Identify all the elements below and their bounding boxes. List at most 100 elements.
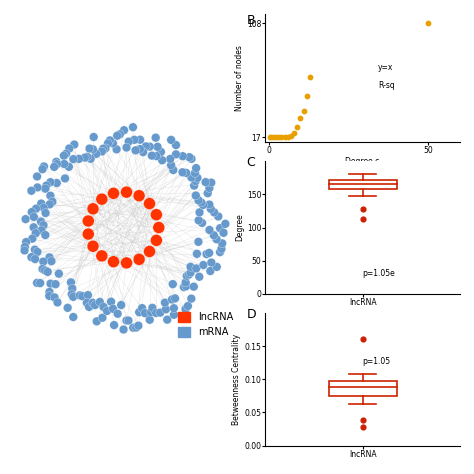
- Circle shape: [218, 239, 227, 248]
- Circle shape: [32, 204, 40, 213]
- Circle shape: [62, 149, 71, 158]
- Circle shape: [144, 198, 155, 210]
- Circle shape: [210, 208, 219, 217]
- Circle shape: [153, 222, 165, 234]
- Text: D: D: [246, 308, 256, 321]
- Circle shape: [27, 186, 36, 195]
- Circle shape: [128, 123, 137, 131]
- Circle shape: [53, 298, 62, 307]
- Circle shape: [87, 203, 99, 215]
- Circle shape: [82, 299, 91, 307]
- Circle shape: [28, 234, 36, 243]
- Circle shape: [38, 165, 47, 173]
- Circle shape: [156, 147, 165, 156]
- Circle shape: [107, 297, 116, 306]
- Point: [290, 129, 298, 137]
- Circle shape: [29, 213, 38, 221]
- Circle shape: [70, 140, 79, 149]
- Circle shape: [146, 142, 154, 151]
- Y-axis label: Degree: Degree: [235, 214, 244, 241]
- Circle shape: [203, 189, 212, 198]
- Circle shape: [65, 144, 73, 153]
- Circle shape: [148, 303, 157, 312]
- Circle shape: [92, 149, 100, 158]
- Circle shape: [113, 131, 121, 140]
- Circle shape: [78, 292, 87, 301]
- Circle shape: [199, 261, 208, 269]
- Circle shape: [85, 302, 93, 311]
- Circle shape: [201, 178, 210, 186]
- Circle shape: [86, 155, 95, 163]
- Point: [278, 133, 285, 141]
- Circle shape: [169, 166, 178, 174]
- Circle shape: [91, 301, 100, 310]
- Circle shape: [194, 216, 203, 225]
- Circle shape: [167, 136, 175, 144]
- Circle shape: [99, 302, 108, 311]
- Circle shape: [64, 303, 72, 312]
- Circle shape: [192, 264, 201, 273]
- Circle shape: [178, 168, 187, 177]
- Circle shape: [191, 169, 200, 177]
- Circle shape: [109, 139, 117, 148]
- Point: [359, 336, 366, 343]
- Text: R-sq: R-sq: [378, 81, 395, 90]
- Circle shape: [130, 136, 139, 144]
- Circle shape: [194, 196, 203, 205]
- Circle shape: [185, 270, 193, 279]
- Circle shape: [41, 266, 49, 275]
- Text: C: C: [246, 156, 255, 169]
- Circle shape: [197, 198, 206, 207]
- Circle shape: [151, 133, 160, 142]
- Circle shape: [187, 155, 196, 163]
- Circle shape: [152, 152, 161, 161]
- Circle shape: [181, 305, 190, 313]
- Circle shape: [195, 208, 204, 217]
- Circle shape: [41, 209, 50, 218]
- Circle shape: [45, 292, 54, 300]
- Point: [359, 215, 366, 223]
- Legend: lncRNA, mRNA: lncRNA, mRNA: [174, 308, 237, 341]
- Circle shape: [82, 228, 94, 240]
- Circle shape: [39, 221, 48, 229]
- Circle shape: [113, 310, 122, 318]
- Circle shape: [133, 190, 145, 201]
- Circle shape: [131, 146, 140, 155]
- Circle shape: [129, 323, 137, 332]
- Circle shape: [135, 308, 144, 317]
- Circle shape: [108, 187, 119, 199]
- Circle shape: [30, 246, 39, 254]
- Circle shape: [46, 178, 55, 187]
- Circle shape: [87, 240, 99, 252]
- Circle shape: [142, 142, 150, 151]
- Bar: [328, 180, 397, 189]
- Circle shape: [69, 292, 78, 301]
- Circle shape: [119, 325, 128, 334]
- Circle shape: [27, 253, 36, 262]
- Circle shape: [221, 219, 230, 228]
- Circle shape: [122, 316, 131, 325]
- Circle shape: [186, 268, 195, 277]
- Circle shape: [217, 245, 226, 253]
- Circle shape: [183, 301, 192, 310]
- Circle shape: [146, 315, 154, 324]
- Y-axis label: Betweenness Centrality: Betweenness Centrality: [232, 334, 241, 425]
- Circle shape: [214, 212, 223, 221]
- Circle shape: [187, 173, 196, 182]
- Circle shape: [83, 153, 91, 161]
- Point: [359, 205, 366, 213]
- Circle shape: [52, 157, 61, 166]
- Circle shape: [216, 248, 224, 256]
- Text: p=1.05e: p=1.05e: [363, 269, 395, 278]
- Circle shape: [103, 307, 111, 315]
- Circle shape: [75, 291, 84, 300]
- Bar: [328, 381, 397, 396]
- Circle shape: [31, 229, 40, 237]
- Circle shape: [185, 153, 194, 162]
- Circle shape: [182, 278, 190, 287]
- Circle shape: [205, 200, 214, 209]
- Circle shape: [192, 164, 201, 173]
- Circle shape: [212, 263, 221, 271]
- Circle shape: [152, 309, 161, 317]
- Circle shape: [61, 174, 69, 183]
